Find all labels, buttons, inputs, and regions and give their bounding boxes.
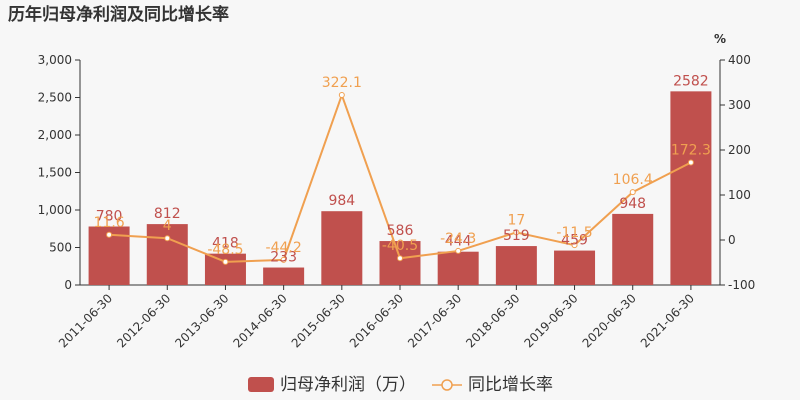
line-value-label: 11.6 [94,215,125,231]
legend-line-label[interactable]: 同比增长率 [468,375,553,395]
line-value-label: 172.3 [671,142,711,158]
line-point[interactable] [397,255,403,262]
x-axis-tick-label: 2019-06-30 [521,291,580,350]
bar[interactable] [670,91,712,285]
line-point[interactable] [338,92,345,99]
line-point[interactable] [687,159,694,166]
bar-value-label: 586 [387,223,414,239]
left-axis-tick-label: 0 [64,278,72,292]
x-axis-tick-label: 2021-06-30 [638,291,697,350]
bar[interactable] [263,267,305,285]
right-axis-tick-label: 200 [728,143,751,157]
x-axis-tick-label: 2018-06-30 [463,291,522,350]
bar-value-label: 948 [619,196,646,212]
line-value-label: -40.5 [382,238,418,254]
line-point[interactable] [571,242,578,249]
bar[interactable] [437,251,479,285]
right-axis-tick-label: 100 [728,188,751,202]
line-point[interactable] [513,229,520,236]
bar-value-label: 780 [96,209,123,225]
left-axis-tick-label: 2,000 [38,128,72,142]
bar[interactable] [495,246,537,285]
line-series [106,92,694,265]
x-axis-tick-label: 2011-06-30 [56,291,115,350]
line-point[interactable] [280,256,287,263]
x-axis-tick-label: 2020-06-30 [580,291,639,350]
line-value-label: 322.1 [322,75,362,91]
legend: 归母净利润（万） 同比增长率 [248,375,553,395]
line-point[interactable] [222,258,229,265]
bars [88,91,712,285]
bar[interactable] [554,250,596,285]
legend-line-marker[interactable] [441,379,453,391]
left-axis-tick-label: 1,500 [38,166,72,180]
axes: 0 500 1,000 1,500 2,000 2,500 3,000 -100 0 100 200… [38,32,756,350]
bar-value-label: 984 [328,193,355,209]
bar-value-label: 418 [212,236,239,252]
left-axis-tick-label: 500 [49,241,72,255]
bar-value-label: 233 [270,250,297,266]
bar-value-label: 519 [503,228,530,244]
legend-bar-swatch[interactable] [248,377,274,392]
right-axis-tick-label: 400 [728,53,751,67]
x-axis-tick-label: 2017-06-30 [405,291,464,350]
line-point[interactable] [629,189,636,196]
right-axis-unit: % [714,32,726,46]
line-value-label: -44.2 [266,240,302,256]
line-value-label: 17 [507,212,525,228]
right-axis-tick-label: 300 [728,98,751,112]
left-axis-tick-label: 3,000 [38,53,72,67]
bar[interactable] [321,211,363,285]
right-axis-tick-label: -100 [728,278,755,292]
line-point[interactable] [164,235,171,242]
line-value-label: 4 [163,218,172,234]
line-value-label: 106.4 [613,172,653,188]
x-axis-tick-label: 2016-06-30 [347,291,406,350]
bar[interactable] [146,224,188,285]
bar-value-label: 444 [445,234,472,250]
bar-value-label: 459 [561,233,588,249]
line-point[interactable] [455,247,462,254]
line-value-label: -24.3 [440,231,476,247]
x-axis-tick-label: 2014-06-30 [231,291,290,350]
x-axis-tick-label: 2015-06-30 [289,291,348,350]
line-value-label: -48.5 [207,242,243,258]
chart-title: 历年归母净利润及同比增长率 [8,4,229,25]
legend-bar-label[interactable]: 归母净利润（万） [280,375,416,395]
right-axis-tick-label: 0 [728,233,736,247]
line-value-label: -11.5 [556,225,592,241]
bar[interactable] [612,213,654,285]
left-axis-tick-label: 2,500 [38,91,72,105]
data-labels: 780 812 418 233 984 586 444 519 459 948 2582 11.6 4 -… [94,73,711,265]
left-axis-tick-label: 1,000 [38,203,72,217]
bar-value-label: 2582 [673,73,709,89]
bar[interactable] [379,241,421,285]
bar-value-label: 812 [154,206,181,222]
x-axis-tick-label: 2013-06-30 [172,291,231,350]
bar[interactable] [204,253,246,285]
line-point[interactable] [106,231,113,238]
x-axis-tick-label: 2012-06-30 [114,291,173,350]
